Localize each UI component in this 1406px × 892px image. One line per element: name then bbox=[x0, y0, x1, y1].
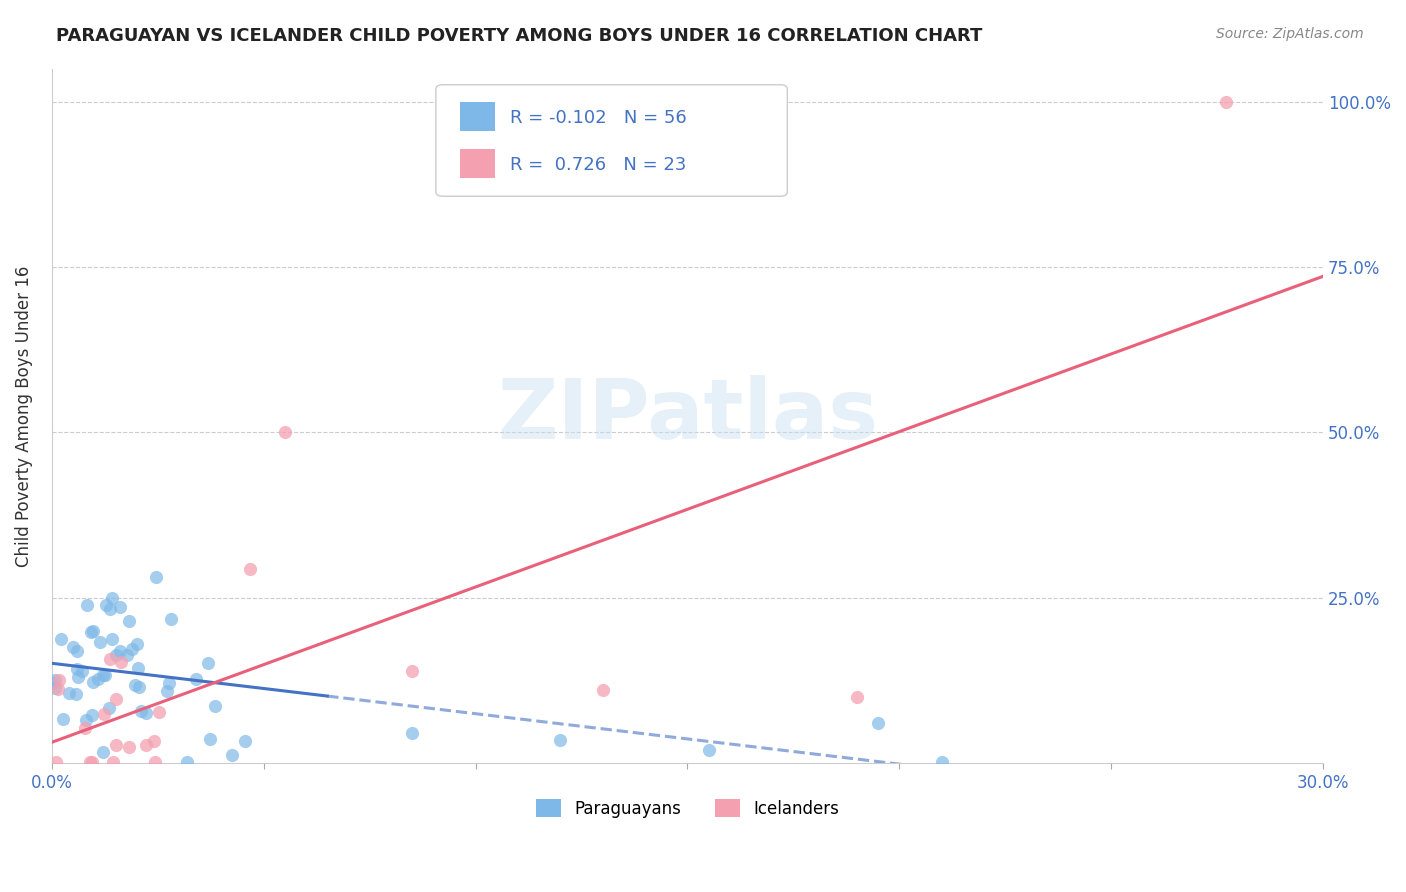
Point bbox=[66, 670, 89, 684]
Point bbox=[100, 602, 122, 616]
Point bbox=[221, 747, 243, 762]
Point bbox=[66, 662, 89, 676]
Point bbox=[204, 699, 226, 714]
Point bbox=[931, 755, 953, 769]
Point bbox=[48, 681, 70, 696]
Point bbox=[62, 640, 84, 654]
Point bbox=[868, 716, 890, 731]
Point bbox=[274, 425, 297, 440]
Point bbox=[124, 678, 146, 692]
Point bbox=[82, 624, 104, 639]
Point bbox=[101, 756, 124, 770]
Point bbox=[148, 706, 170, 720]
Point bbox=[80, 625, 103, 640]
Point bbox=[44, 681, 66, 695]
Point bbox=[98, 701, 121, 715]
Point bbox=[82, 675, 104, 690]
Point bbox=[58, 686, 80, 700]
Point bbox=[76, 598, 98, 612]
Point bbox=[41, 676, 63, 690]
Point bbox=[44, 673, 66, 688]
Point bbox=[98, 652, 121, 666]
Point bbox=[108, 599, 131, 614]
Point bbox=[80, 756, 103, 770]
Text: R =  0.726   N = 23: R = 0.726 N = 23 bbox=[510, 156, 686, 174]
Point bbox=[135, 706, 157, 720]
Point bbox=[101, 632, 124, 647]
Point bbox=[45, 756, 67, 770]
Point bbox=[91, 745, 114, 759]
Point bbox=[80, 707, 103, 722]
Point bbox=[110, 656, 132, 670]
Point bbox=[176, 755, 198, 769]
Point bbox=[127, 661, 149, 675]
Point bbox=[121, 641, 143, 656]
Point bbox=[125, 637, 148, 651]
Point bbox=[70, 665, 93, 679]
Point bbox=[91, 667, 114, 681]
Point bbox=[108, 643, 131, 657]
Point bbox=[401, 726, 423, 740]
Point bbox=[846, 690, 869, 704]
Point bbox=[235, 734, 257, 748]
Point bbox=[198, 731, 221, 746]
Point bbox=[94, 598, 117, 612]
Point bbox=[128, 681, 150, 695]
Point bbox=[104, 738, 127, 752]
Point bbox=[550, 733, 572, 747]
Y-axis label: Child Poverty Among Boys Under 16: Child Poverty Among Boys Under 16 bbox=[15, 265, 32, 566]
Point bbox=[159, 612, 181, 626]
Legend: Paraguayans, Icelanders: Paraguayans, Icelanders bbox=[530, 793, 845, 824]
Point bbox=[129, 704, 152, 718]
Text: ZIPatlas: ZIPatlas bbox=[496, 376, 877, 457]
Point bbox=[592, 683, 614, 698]
Point bbox=[105, 692, 128, 706]
Point bbox=[142, 733, 165, 747]
Point bbox=[143, 755, 166, 769]
Point bbox=[184, 673, 207, 687]
Point bbox=[52, 712, 75, 726]
Point bbox=[197, 656, 219, 670]
Point bbox=[145, 569, 167, 583]
Point bbox=[73, 721, 96, 735]
Point bbox=[75, 713, 97, 727]
Point bbox=[93, 667, 115, 681]
Point bbox=[239, 562, 262, 576]
Point bbox=[156, 684, 179, 698]
Point bbox=[118, 739, 141, 754]
Point bbox=[697, 743, 720, 757]
Point bbox=[1215, 95, 1237, 109]
Point bbox=[117, 614, 139, 628]
Point bbox=[48, 673, 70, 688]
Point bbox=[101, 591, 124, 605]
Point bbox=[87, 672, 110, 686]
Text: R = -0.102   N = 56: R = -0.102 N = 56 bbox=[510, 109, 688, 127]
Text: PARAGUAYAN VS ICELANDER CHILD POVERTY AMONG BOYS UNDER 16 CORRELATION CHART: PARAGUAYAN VS ICELANDER CHILD POVERTY AM… bbox=[56, 27, 983, 45]
Point bbox=[79, 756, 101, 770]
Point bbox=[135, 739, 157, 753]
Point bbox=[157, 676, 180, 690]
Point bbox=[93, 706, 115, 721]
Point bbox=[89, 635, 111, 649]
Point bbox=[115, 648, 138, 662]
Point bbox=[401, 664, 423, 678]
Point bbox=[65, 687, 87, 701]
Point bbox=[49, 632, 72, 646]
Text: Source: ZipAtlas.com: Source: ZipAtlas.com bbox=[1216, 27, 1364, 41]
Point bbox=[104, 648, 127, 662]
Point bbox=[66, 644, 89, 658]
